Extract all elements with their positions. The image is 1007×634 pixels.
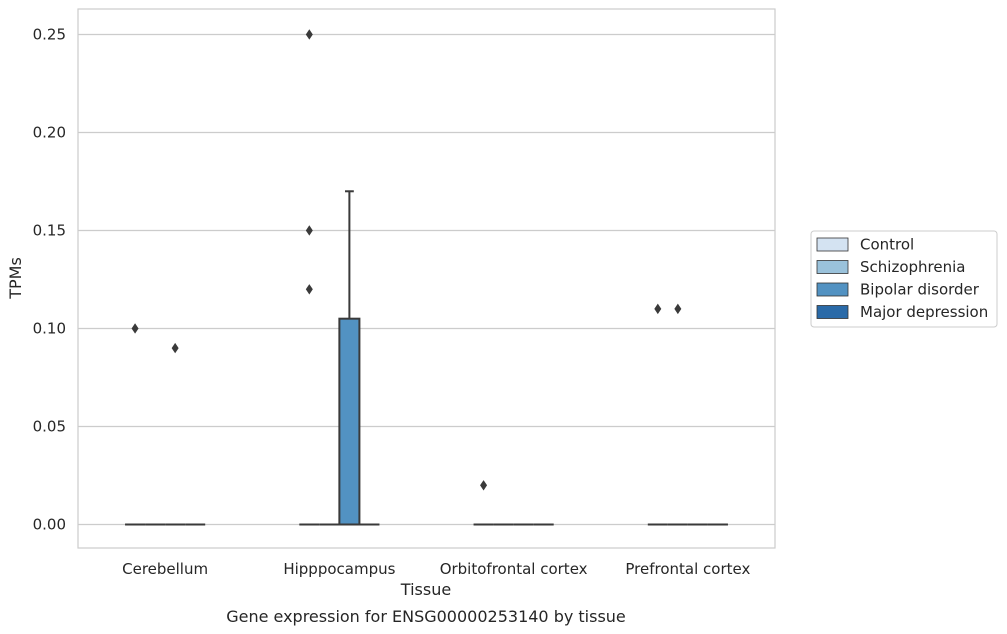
- y-tick-label: 0.05: [33, 417, 66, 435]
- box-schizophrenia: [667, 303, 688, 526]
- outlier-point: [131, 323, 139, 334]
- y-tick-label: 0.00: [33, 515, 66, 533]
- outlier-point: [305, 29, 313, 40]
- y-tick-label: 0.15: [33, 221, 66, 239]
- y-tick-label: 0.25: [33, 25, 66, 43]
- x-axis-label: Tissue: [400, 580, 451, 599]
- outlier-point: [654, 303, 662, 315]
- legend-swatch: [816, 260, 849, 274]
- legend-swatch: [816, 305, 849, 319]
- box-bipolar-disorder: [338, 190, 361, 526]
- outlier-point: [480, 480, 488, 491]
- chart-title: Gene expression for ENSG00000253140 by t…: [226, 607, 626, 626]
- x-tick-label: Hipppocampus: [283, 560, 395, 578]
- outlier-point: [305, 284, 313, 295]
- outlier-point: [674, 303, 682, 315]
- x-tick-labels: Cerebellum Hipppocampus Orbitofrontal cort…: [122, 560, 750, 578]
- legend-frame: [810, 230, 998, 328]
- box-control: [299, 29, 320, 526]
- legend: Control Schizophrenia Bipolar disorder Majo…: [810, 230, 998, 328]
- legend-label: Major depression: [860, 303, 988, 321]
- box-control: [647, 303, 668, 526]
- outlier-point: [171, 342, 179, 354]
- y-axis-label: TPMs: [6, 257, 25, 300]
- gridlines: [78, 33, 775, 526]
- legend-label: Control: [860, 236, 914, 254]
- box-bipolar-disorder: [165, 342, 186, 526]
- y-tick-label: 0.10: [33, 319, 66, 337]
- y-tick-label: 0.20: [33, 123, 66, 141]
- box-marks: [125, 29, 728, 526]
- box: [338, 317, 361, 526]
- legend-label: Bipolar disorder: [860, 281, 980, 299]
- legend-label: Schizophrenia: [860, 258, 965, 276]
- y-tick-labels: 0.00 0.05 0.10 0.15 0.20 0.25: [33, 25, 66, 533]
- x-tick-label: Cerebellum: [122, 560, 208, 578]
- outlier-point: [305, 225, 313, 236]
- x-tick-label: Prefrontal cortex: [625, 560, 750, 578]
- box-control: [125, 323, 146, 526]
- legend-swatch: [816, 237, 849, 252]
- x-tick-label: Orbitofrontal cortex: [440, 560, 588, 578]
- plot-frame: [77, 8, 776, 549]
- legend-swatch: [816, 282, 849, 297]
- box-control: [473, 480, 494, 526]
